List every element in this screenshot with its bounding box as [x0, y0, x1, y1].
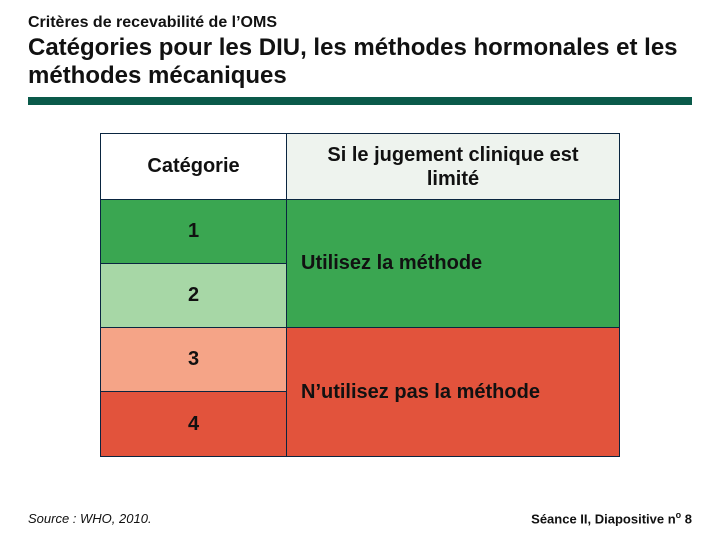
- header-judgement: Si le jugement clinique est limité: [287, 134, 619, 199]
- slide: Critères de recevabilité de l’OMS Catégo…: [0, 0, 720, 457]
- supertitle: Critères de recevabilité de l’OMS: [28, 14, 692, 32]
- table-header-row: Catégorie Si le jugement clinique est li…: [101, 134, 619, 200]
- slide-pager: Séance II, Diapositive no 8: [531, 510, 692, 526]
- page-title: Catégories pour les DIU, les méthodes ho…: [28, 34, 692, 89]
- use-method-cell: Utilisez la méthode: [287, 200, 619, 328]
- group-notuse: 3 4 N’utilisez pas la méthode: [101, 328, 619, 456]
- not-use-method-cell: N’utilisez pas la méthode: [287, 328, 619, 456]
- category-table: Catégorie Si le jugement clinique est li…: [100, 133, 620, 457]
- category-3-cell: 3: [101, 328, 287, 392]
- header-category: Catégorie: [101, 134, 287, 199]
- pager-prefix: Séance II, Diapositive n: [531, 511, 676, 526]
- group-use: 1 2 Utilisez la méthode: [101, 200, 619, 328]
- source-citation: Source : WHO, 2010.: [28, 511, 152, 526]
- category-4-cell: 4: [101, 392, 287, 456]
- title-underline-bar: [28, 97, 692, 105]
- category-2-cell: 2: [101, 264, 287, 328]
- footer: Source : WHO, 2010. Séance II, Diapositi…: [28, 510, 692, 526]
- pager-number: 8: [681, 511, 692, 526]
- category-1-cell: 1: [101, 200, 287, 264]
